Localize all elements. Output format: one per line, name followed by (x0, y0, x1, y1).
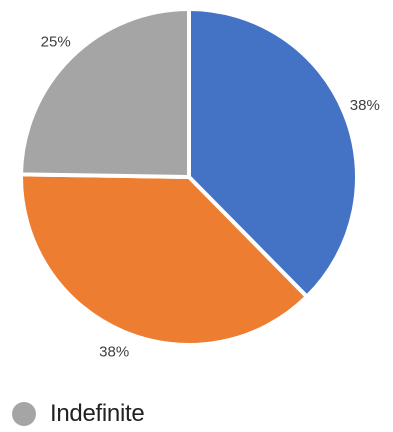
legend: Indefinite (12, 398, 145, 430)
data-label-slice-3: 25% (41, 34, 71, 51)
legend-swatch (12, 402, 36, 426)
pie-slice-1 (187, 7, 359, 299)
pie-plot-area: 38% 38% 25% (19, 7, 380, 361)
legend-label-indefinite: Indefinite (50, 400, 145, 427)
data-label-slice-1: 38% (350, 97, 380, 114)
pie-slice-2 (19, 172, 309, 347)
data-label-slice-2: 38% (99, 344, 129, 361)
pie-slice-3 (19, 7, 191, 179)
